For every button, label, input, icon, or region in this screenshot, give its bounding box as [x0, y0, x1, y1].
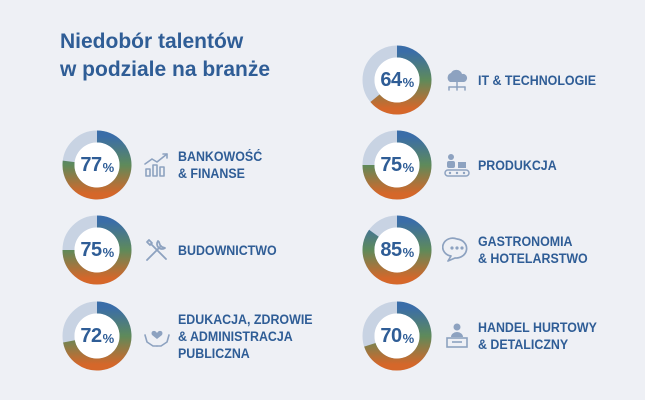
industry-label: HANDEL HURTOWY & DETALICZNY	[478, 301, 597, 371]
donut-chart-gastronomy	[362, 215, 432, 285]
percent-sign: %	[402, 245, 415, 260]
industry-label: EDUKACJA, ZDROWIE & ADMINISTRACJA PUBLIC…	[178, 301, 313, 371]
donut-value-arc	[362, 130, 432, 200]
donut-value-arc	[364, 301, 432, 371]
donut-chart-banking	[62, 130, 132, 200]
donut-value-arc	[362, 215, 432, 285]
donut-chart-production	[362, 130, 432, 200]
hands-heart-icon	[144, 330, 170, 347]
percentage-value: 64	[380, 68, 402, 91]
industry-label-line: IT & TECHNOLOGIE	[478, 72, 596, 88]
donut-chart-it	[362, 45, 432, 115]
industry-it: 64% IT & TECHNOLOGIE	[362, 45, 645, 115]
percentage-label: 75%	[362, 130, 432, 200]
industry-label-line: & HOTELARSTWO	[478, 251, 588, 266]
donut-center	[374, 142, 420, 188]
donut-chart-education	[62, 301, 132, 371]
industry-production: 75% PRODUKCJA	[362, 130, 645, 200]
industry-label: IT & TECHNOLOGIE	[478, 45, 596, 115]
percent-sign: %	[102, 160, 115, 175]
industry-label-line: HANDEL HURTOWY	[478, 320, 597, 335]
percentage-value: 70	[380, 324, 402, 347]
percentage-value: 77	[80, 153, 102, 176]
percentage-value: 75	[80, 238, 102, 261]
industry-trade: 70% HANDEL HURTOWY & DETALICZNY	[362, 301, 645, 371]
donut-chart-construction	[62, 215, 132, 285]
donut-center	[374, 313, 420, 359]
percentage-label: 64%	[362, 45, 432, 115]
industry-label: BUDOWNICTWO	[178, 215, 277, 285]
donut-value-arc	[62, 215, 132, 285]
cloud-network-icon	[447, 69, 468, 91]
industry-label-line: PUBLICZNA	[178, 345, 250, 361]
industry-label: PRODUKCJA	[478, 130, 557, 200]
industry-label-line: GASTRONOMIA	[478, 234, 573, 249]
percentage-value: 75	[380, 153, 402, 176]
growth-chart-icon	[144, 153, 168, 177]
donut-chart-trade	[362, 301, 432, 371]
page-title-line-2: w podziale na branże	[60, 58, 271, 81]
percent-sign: %	[402, 160, 415, 175]
percent-sign: %	[102, 245, 115, 260]
industry-label-line: EDUKACJA, ZDROWIE	[178, 311, 313, 327]
donut-center	[374, 57, 420, 103]
percent-sign: %	[102, 331, 115, 346]
industry-label: BANKOWOŚĆ & FINANSE	[178, 130, 262, 200]
industry-gastronomy: 85% GASTRONOMIA & HOTELARSTWO	[362, 215, 645, 285]
tools-icon	[146, 239, 167, 261]
conveyor-icon	[444, 154, 470, 177]
page-title: Niedobór talentów w podziale na branże	[60, 28, 270, 84]
industry-label: GASTRONOMIA & HOTELARSTWO	[478, 215, 588, 285]
donut-value-arc	[62, 130, 132, 200]
donut-center	[374, 227, 420, 273]
industry-label-line: & ADMINISTRACJA	[178, 328, 293, 344]
donut-center	[74, 142, 120, 188]
industry-label-line: BUDOWNICTWO	[178, 242, 277, 258]
percentage-label: 77%	[62, 130, 132, 200]
industry-education: 72% EDUKACJA, ZDROWIE & ADMINISTRACJA PU…	[62, 301, 352, 371]
percentage-label: 75%	[62, 215, 132, 285]
percentage-label: 70%	[362, 301, 432, 371]
donut-center	[74, 313, 120, 359]
industry-label-line: BANKOWOŚĆ	[178, 149, 263, 164]
donut-value-arc	[370, 45, 432, 115]
industry-label-line: & FINANSE	[178, 166, 245, 181]
page-title-line-1: Niedobór talentów	[60, 30, 244, 53]
industry-banking: 77% BANKOWOŚĆ & FINANSE	[62, 130, 352, 200]
percentage-label: 85%	[362, 215, 432, 285]
percentage-label: 72%	[62, 301, 132, 371]
chat-bubble-icon	[442, 237, 468, 262]
industry-label-line: & DETALICZNY	[478, 337, 569, 352]
percentage-value: 85	[380, 238, 402, 261]
industry-construction: 75% BUDOWNICTWO	[62, 215, 352, 285]
donut-center	[74, 227, 120, 273]
donut-value-arc	[63, 301, 132, 371]
percent-sign: %	[402, 331, 415, 346]
industry-label-line: PRODUKCJA	[478, 157, 557, 173]
counter-person-icon	[446, 323, 468, 348]
percent-sign: %	[402, 75, 415, 90]
percentage-value: 72	[80, 324, 102, 347]
